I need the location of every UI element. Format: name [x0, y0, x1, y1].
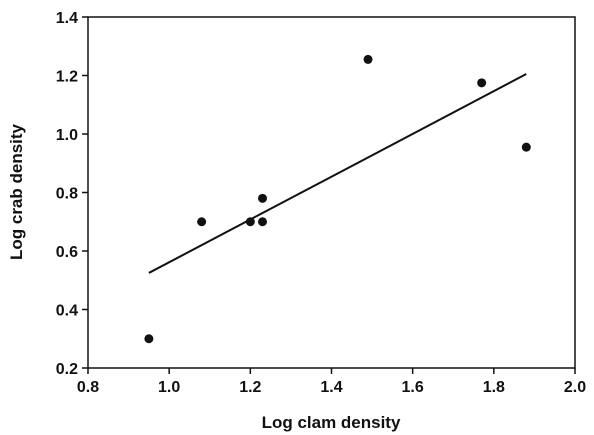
x-tick-label: 1.0 [158, 379, 180, 396]
y-tick-label: 1.4 [56, 10, 78, 27]
x-axis-title: Log clam density [262, 413, 401, 432]
data-point [245, 217, 255, 227]
y-axis-title: Log crab density [7, 123, 26, 260]
data-point [363, 54, 373, 64]
data-point [521, 142, 531, 152]
x-tick-label: 0.8 [77, 379, 99, 396]
data-point [477, 78, 487, 88]
y-tick-label: 0.8 [56, 186, 78, 203]
x-tick-label: 2.0 [564, 379, 586, 396]
trend-line [148, 73, 527, 274]
x-tick-label: 1.6 [402, 379, 424, 396]
y-tick-label: 0.2 [56, 361, 78, 378]
x-tick-label: 1.2 [239, 379, 261, 396]
data-point [144, 334, 154, 344]
data-points [144, 54, 531, 344]
x-tick-label: 1.4 [320, 379, 342, 396]
plot-frame [87, 16, 576, 369]
y-tick-label: 1.0 [56, 127, 78, 144]
x-axis: 0.8 1.0 1.2 1.4 1.6 1.8 2.0 [77, 368, 586, 396]
y-tick-label: 1.2 [56, 69, 78, 86]
y-tick-label: 0.6 [56, 244, 78, 261]
y-axis: 0.2 0.4 0.6 0.8 1.0 1.2 1.4 [56, 10, 88, 378]
y-tick-label: 0.4 [56, 303, 78, 320]
data-point [197, 217, 207, 227]
x-tick-label: 1.8 [483, 379, 505, 396]
data-point [258, 193, 268, 203]
data-point [258, 217, 268, 227]
